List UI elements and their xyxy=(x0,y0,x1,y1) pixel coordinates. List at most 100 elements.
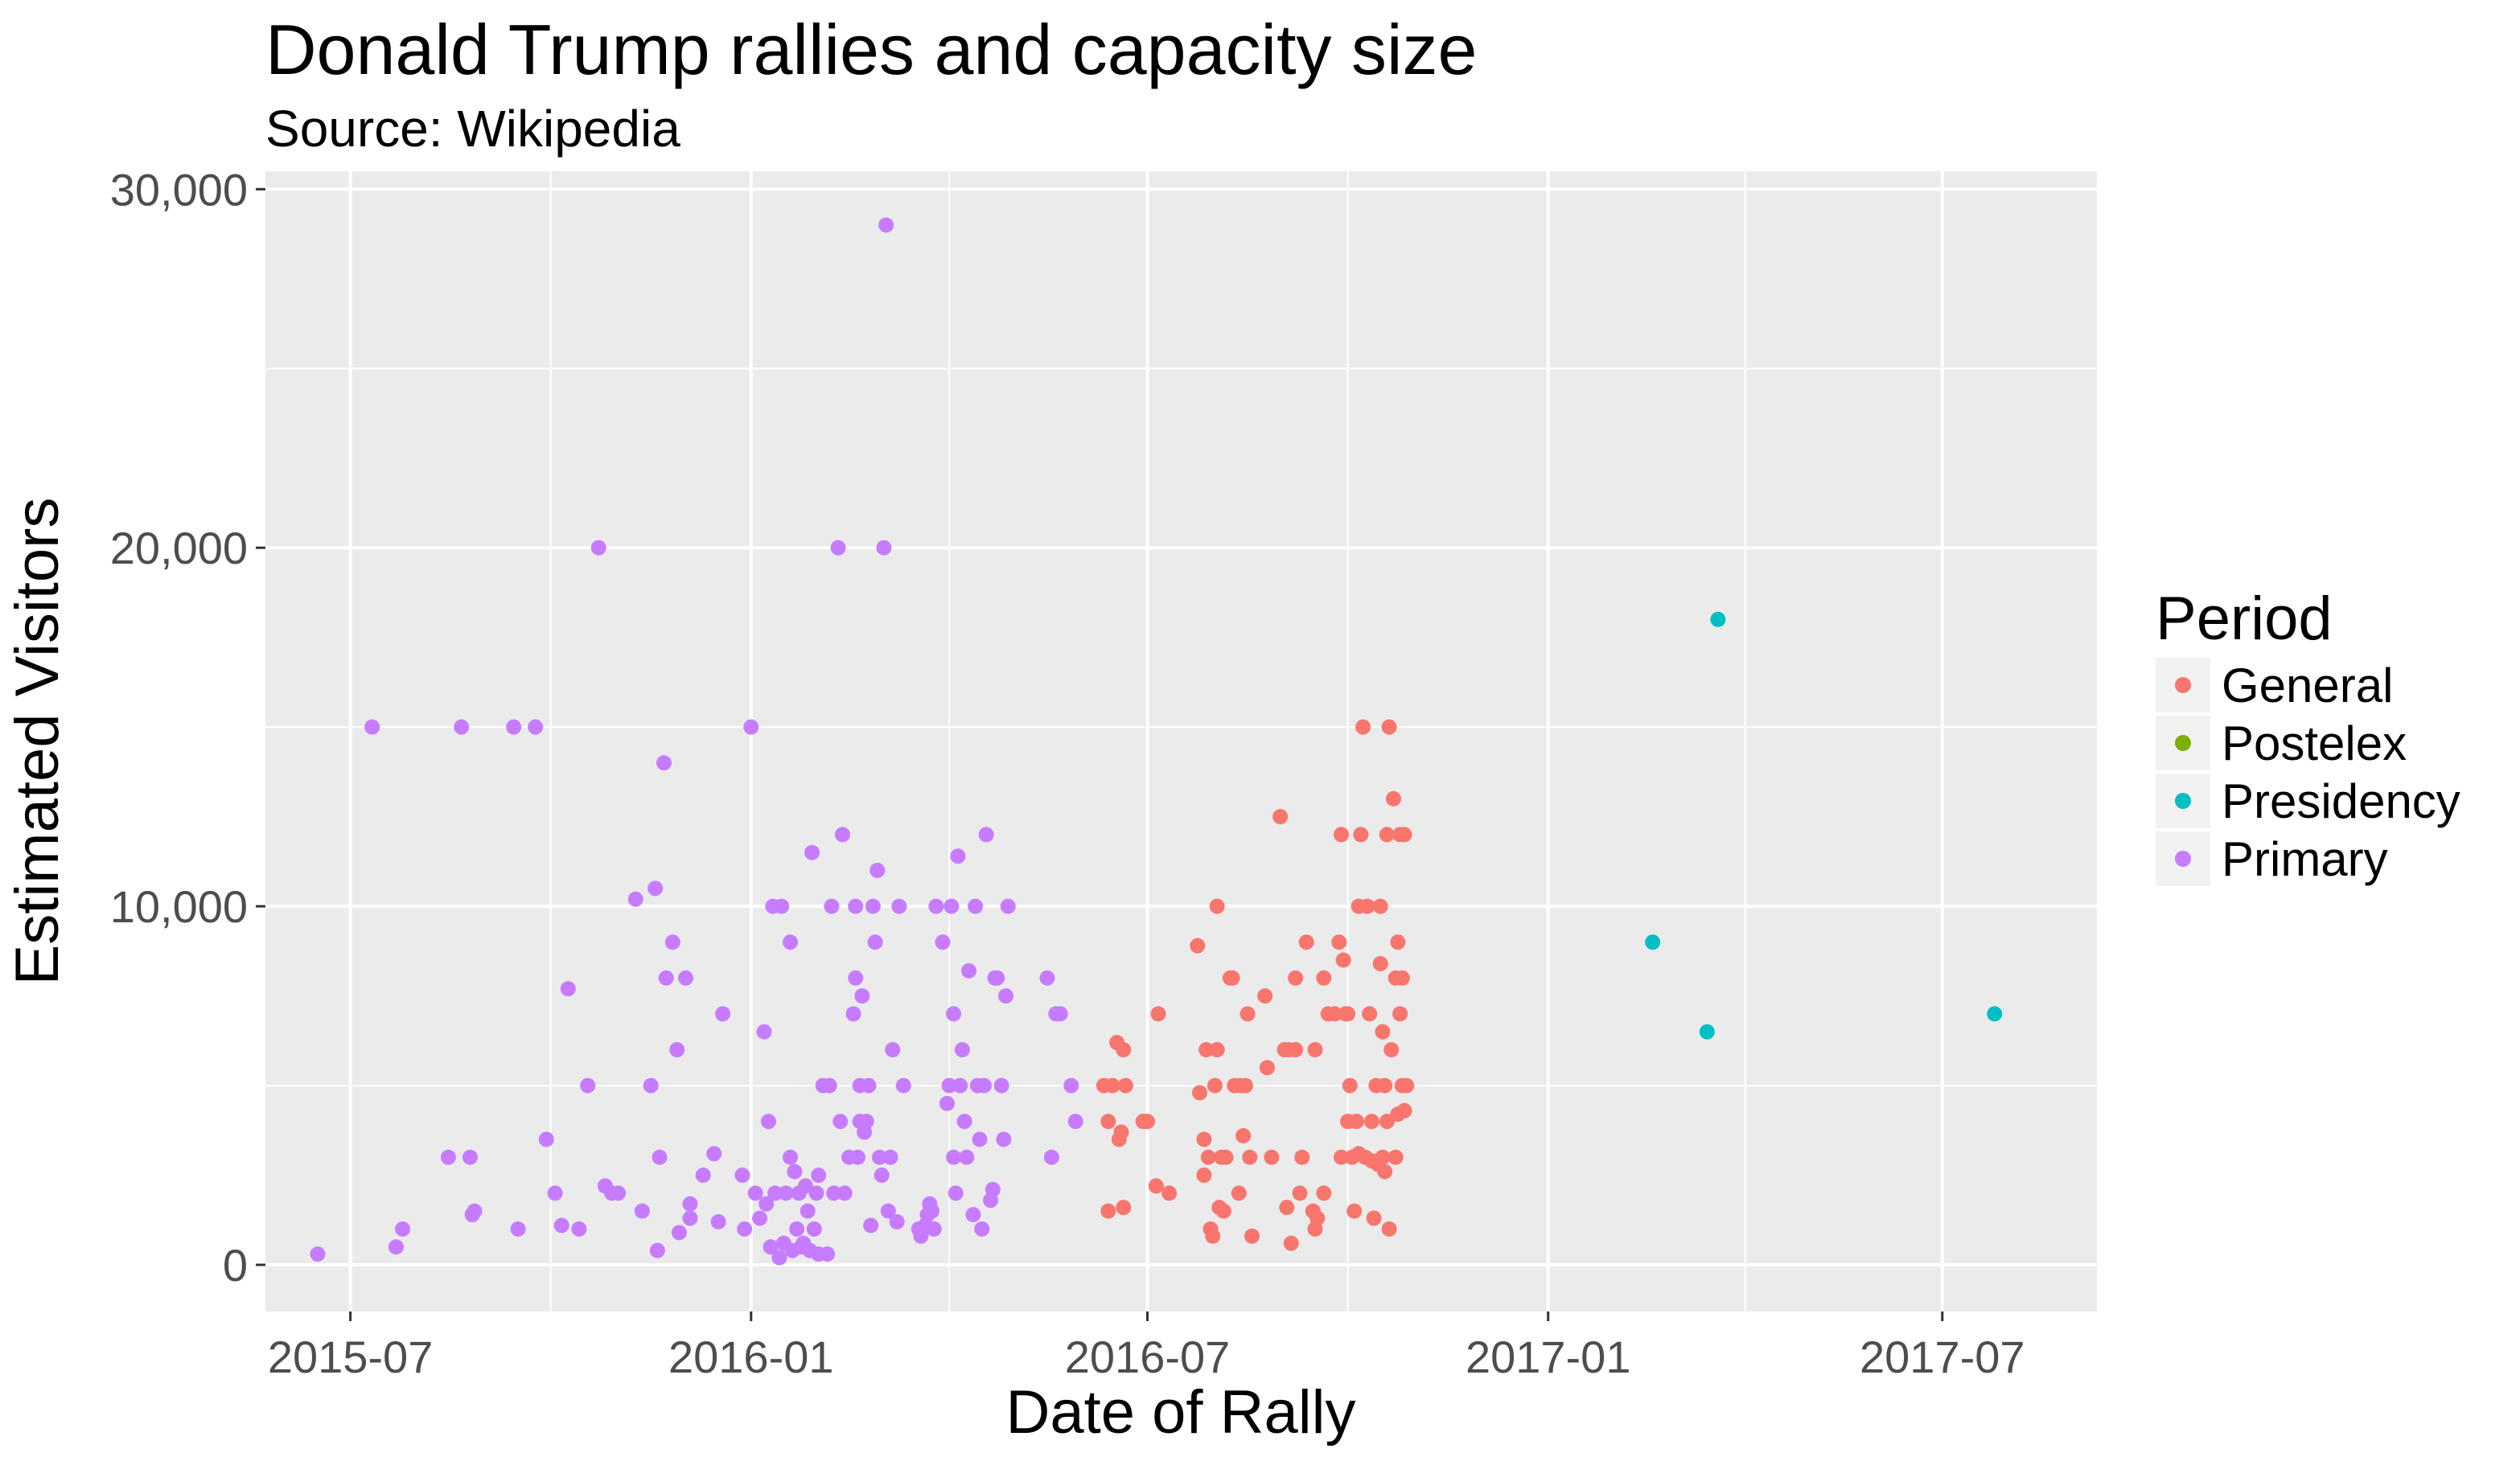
data-point xyxy=(1383,1041,1400,1057)
data-point xyxy=(895,1077,911,1094)
data-point xyxy=(1335,952,1351,968)
data-point xyxy=(872,1149,888,1165)
data-point xyxy=(1205,1228,1221,1244)
data-point xyxy=(837,1185,853,1201)
data-point xyxy=(1359,898,1375,914)
data-point xyxy=(1063,1077,1079,1094)
data-point xyxy=(774,898,790,914)
data-point xyxy=(869,863,886,879)
data-point xyxy=(1362,1006,1378,1022)
data-point xyxy=(1316,970,1332,986)
data-point xyxy=(756,1024,772,1040)
data-point xyxy=(1309,1210,1326,1226)
data-point xyxy=(669,1041,685,1057)
legend-title: Period xyxy=(2156,585,2333,653)
data-point xyxy=(590,540,606,556)
legend-key-presidency xyxy=(2175,793,2191,809)
data-point xyxy=(950,848,966,864)
data-point xyxy=(1645,934,1661,950)
data-point xyxy=(664,934,680,950)
data-point xyxy=(1043,1149,1059,1165)
data-point xyxy=(832,1114,849,1130)
data-point xyxy=(1235,1128,1252,1144)
minor-gridlines xyxy=(265,171,2097,1311)
data-point xyxy=(878,217,894,233)
x-tick-label: 2016-07 xyxy=(1065,1332,1231,1382)
data-point xyxy=(1292,1185,1308,1201)
data-point xyxy=(310,1246,326,1262)
data-point xyxy=(867,934,883,950)
data-point xyxy=(658,970,674,986)
data-point xyxy=(1224,970,1240,986)
x-tick-label: 2015-07 xyxy=(268,1332,434,1382)
data-point xyxy=(1190,938,1206,954)
data-point xyxy=(848,970,864,986)
legend-key-general xyxy=(2175,677,2191,693)
data-point xyxy=(763,1239,779,1255)
data-point xyxy=(845,1006,861,1022)
data-point xyxy=(865,898,881,914)
data-point xyxy=(610,1185,627,1201)
data-point xyxy=(787,1164,803,1180)
data-point xyxy=(1196,1168,1212,1184)
data-point xyxy=(1375,1024,1391,1040)
data-point xyxy=(1288,970,1304,986)
data-point xyxy=(998,988,1014,1004)
data-point xyxy=(978,827,994,843)
data-point xyxy=(926,1221,942,1237)
data-point xyxy=(506,719,522,735)
data-point xyxy=(880,1203,896,1219)
data-point xyxy=(1375,1149,1391,1165)
data-point xyxy=(854,988,870,1004)
data-point xyxy=(1326,1006,1342,1022)
legend-key-postelex xyxy=(2175,735,2191,751)
data-point xyxy=(830,540,846,556)
data-point xyxy=(760,1114,776,1130)
data-point xyxy=(1196,1131,1212,1147)
data-point xyxy=(1140,1114,1156,1130)
x-tick-label: 2017-01 xyxy=(1466,1332,1631,1382)
data-point xyxy=(923,1203,939,1219)
data-point xyxy=(952,1077,968,1094)
data-point xyxy=(1390,934,1406,950)
data-point xyxy=(858,1114,874,1130)
data-point xyxy=(1100,1114,1116,1130)
y-tick-label: 10,000 xyxy=(110,881,248,932)
data-point xyxy=(824,898,840,914)
data-point xyxy=(388,1239,404,1255)
data-point xyxy=(891,898,907,914)
data-point xyxy=(1288,1041,1304,1057)
data-point xyxy=(1279,1200,1295,1216)
data-point xyxy=(1381,1221,1397,1237)
data-point xyxy=(1000,898,1016,914)
legend-label: Primary xyxy=(2222,832,2388,886)
data-point xyxy=(752,1210,768,1226)
data-point xyxy=(1348,1114,1364,1130)
data-point xyxy=(783,1149,799,1165)
data-point xyxy=(1379,827,1395,843)
legend-key-primary xyxy=(2175,851,2191,867)
y-tick-label: 30,000 xyxy=(110,164,248,215)
data-point xyxy=(1244,1228,1260,1244)
data-point xyxy=(1218,1149,1234,1165)
data-point xyxy=(889,1214,905,1230)
data-point xyxy=(874,1168,890,1184)
data-point xyxy=(804,844,820,860)
data-points xyxy=(310,217,2003,1266)
data-point xyxy=(1242,1149,1258,1165)
data-point xyxy=(996,1131,1012,1147)
data-point xyxy=(876,540,892,556)
y-tick-label: 0 xyxy=(223,1240,248,1291)
data-point xyxy=(956,1114,972,1130)
data-point xyxy=(959,1149,975,1165)
data-point xyxy=(935,934,951,950)
data-point xyxy=(682,1210,698,1226)
data-point xyxy=(939,1095,955,1111)
data-point xyxy=(1104,1077,1120,1094)
data-point xyxy=(1353,827,1369,843)
data-point xyxy=(571,1221,587,1237)
data-point xyxy=(1363,1114,1379,1130)
data-point xyxy=(968,898,984,914)
data-point xyxy=(647,880,664,897)
